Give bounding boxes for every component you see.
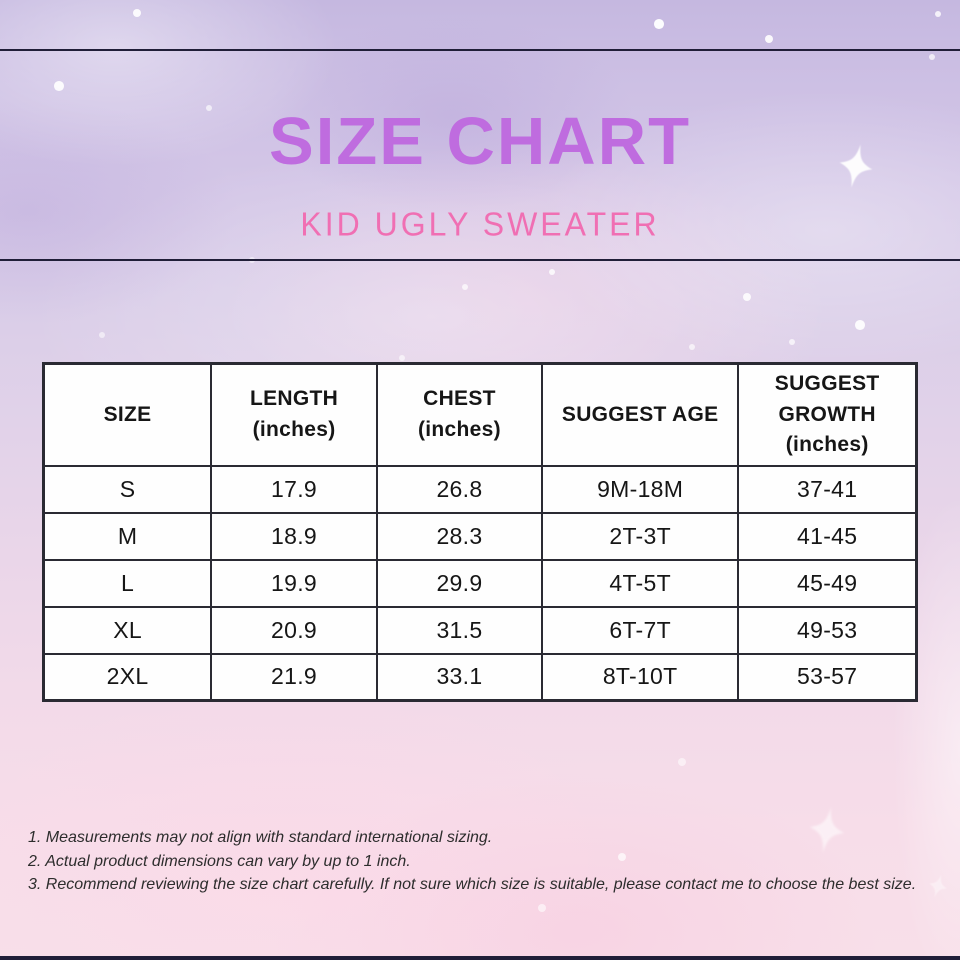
note-line-1: 1. Measurements may not align with stand… <box>28 829 493 846</box>
size-cell: L <box>42 558 213 608</box>
header-divider-line <box>0 259 960 261</box>
value-cell: 29.9 <box>375 558 543 608</box>
value-cell: 31.5 <box>375 605 543 655</box>
table-row: M 18.9 28.3 2T-3T 41-45 <box>42 511 918 561</box>
note-line-2: 2. Actual product dimensions can vary by… <box>28 852 411 870</box>
value-cell: 8T-10T <box>540 652 740 702</box>
page-subtitle: KID UGLY SWEATER <box>300 205 660 243</box>
size-cell: M <box>42 511 213 561</box>
column-header: CHEST (inches) <box>375 362 543 467</box>
table-row: XL 20.9 31.5 6T-7T 49-53 <box>42 605 918 655</box>
column-header: SIZE <box>42 362 213 467</box>
size-cell: S <box>42 464 213 514</box>
value-cell: 17.9 <box>210 464 378 514</box>
size-table-header-row: SIZE LENGTH (inches) CHEST (inches) SUGGEST A… <box>42 362 918 467</box>
size-table: SIZE LENGTH (inches) CHEST (inches) SUGGEST A… <box>42 362 918 702</box>
value-cell: 37-41 <box>737 464 918 514</box>
size-table-body: S 17.9 26.8 9M-18M 37-41 M 18.9 28.3 2T-3T 41-45 L… <box>42 464 918 702</box>
value-cell: 53-57 <box>737 652 918 702</box>
sparkle-star-icon <box>809 807 845 853</box>
column-header: SUGGEST GROWTH (inches) <box>737 362 918 467</box>
value-cell: 41-45 <box>737 511 918 561</box>
notes-section: 1. Measurements may not align with stand… <box>28 826 936 897</box>
value-cell: 21.9 <box>210 652 378 702</box>
page-title: SIZE CHART <box>269 104 691 179</box>
size-cell: XL <box>42 605 213 655</box>
sparkle-star-icon <box>929 874 947 898</box>
column-header: SUGGEST AGE <box>540 362 740 467</box>
value-cell: 26.8 <box>375 464 543 514</box>
value-cell: 28.3 <box>375 511 543 561</box>
note-line-3: 3. Recommend reviewing the size chart ca… <box>28 876 917 893</box>
sparkle-star-icon <box>839 144 873 188</box>
value-cell: 33.1 <box>375 652 543 702</box>
value-cell: 19.9 <box>210 558 378 608</box>
top-divider-line <box>0 49 960 51</box>
background-speckles <box>0 0 4 4</box>
value-cell: 2T-3T <box>540 511 740 561</box>
value-cell: 4T-5T <box>540 558 740 608</box>
size-table-head: SIZE LENGTH (inches) CHEST (inches) SUGGEST A… <box>42 362 918 467</box>
value-cell: 49-53 <box>737 605 918 655</box>
table-row: L 19.9 29.9 4T-5T 45-49 <box>42 558 918 608</box>
value-cell: 6T-7T <box>540 605 740 655</box>
column-header: LENGTH (inches) <box>210 362 378 467</box>
table-row: S 17.9 26.8 9M-18M 37-41 <box>42 464 918 514</box>
value-cell: 45-49 <box>737 558 918 608</box>
value-cell: 9M-18M <box>540 464 740 514</box>
bottom-border-line <box>0 956 960 960</box>
table-row: 2XL 21.9 33.1 8T-10T 53-57 <box>42 652 918 702</box>
value-cell: 18.9 <box>210 511 378 561</box>
size-cell: 2XL <box>42 652 213 702</box>
value-cell: 20.9 <box>210 605 378 655</box>
